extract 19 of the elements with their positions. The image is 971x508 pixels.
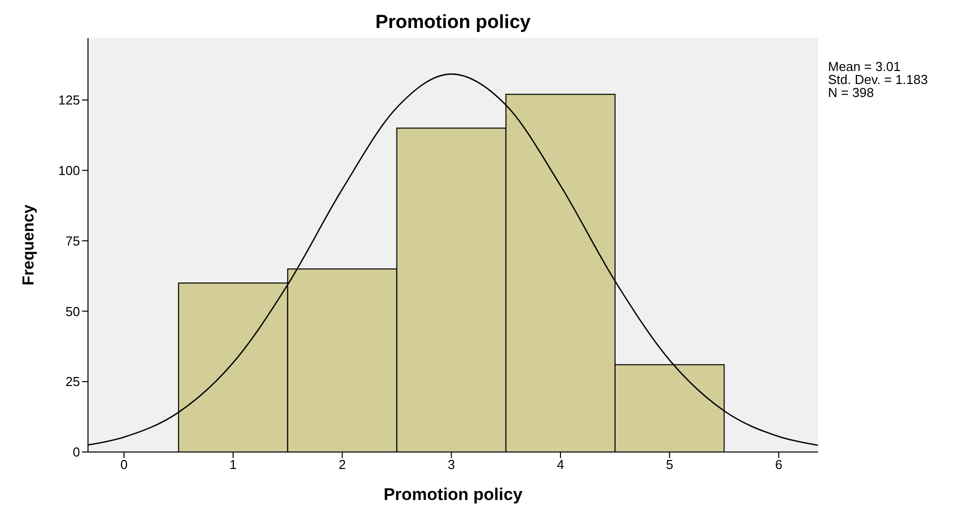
x-tick-label: 3	[448, 457, 455, 472]
x-tick-label: 0	[120, 457, 128, 472]
x-tick-label: 2	[338, 457, 346, 472]
chart-title: Promotion policy	[374, 12, 532, 34]
x-tick-label: 5	[666, 457, 674, 472]
y-tick-label: 125	[58, 92, 80, 108]
y-tick-label: 75	[66, 233, 80, 248]
x-axis-title: Promotion policy	[384, 485, 523, 504]
text: N = 398	[828, 85, 875, 100]
x-tick-label: 6	[775, 457, 782, 472]
x-tick-label: 4	[556, 457, 564, 472]
y-tick-label: 0	[72, 444, 80, 460]
y-tick-label: 25	[66, 374, 80, 390]
text: Mean = 3.01	[828, 59, 902, 74]
y-tick-label: 50	[66, 304, 80, 319]
y-axis-title: Frequency	[20, 204, 38, 286]
y-tick-label: 100	[58, 162, 80, 178]
x-tick-label: 1	[230, 457, 237, 472]
text: Std. Dev. = 1.183	[828, 72, 928, 87]
